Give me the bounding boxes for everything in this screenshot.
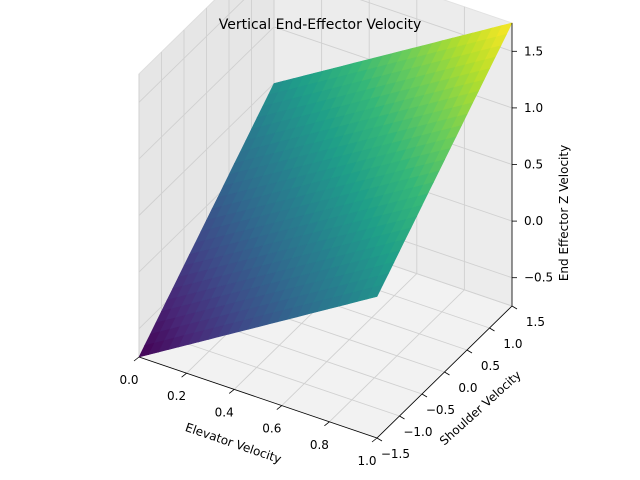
- surface-layer: [138, 22, 513, 358]
- x-tick-label: 1.0: [357, 454, 376, 468]
- x-tick-mark: [276, 405, 283, 410]
- x-tick-mark: [133, 356, 140, 362]
- y-gridline-floor: [161, 334, 400, 417]
- x-tick-mark: [181, 372, 187, 378]
- x-axis-line: [138, 356, 378, 439]
- y-tick-mark: [376, 437, 383, 442]
- z-gridline-left: [138, 0, 245, 103]
- x-tick-label: 0.4: [215, 405, 234, 419]
- z-tick-label: −0.5: [524, 271, 553, 285]
- z-axis-label: End Effector Z Velocity: [557, 145, 571, 281]
- y-tick-label: 1.5: [526, 315, 545, 329]
- z-tick-label: 0.5: [524, 158, 543, 172]
- y-tick-label: 1.0: [503, 337, 522, 351]
- chart-title: Vertical End-Effector Velocity: [219, 17, 422, 33]
- x-tick-label: 0.6: [262, 422, 281, 436]
- y-tick-mark: [444, 371, 450, 376]
- z-tick-label: 1.5: [524, 44, 543, 58]
- y-tick-label: −1.0: [403, 425, 432, 439]
- z-tick-label: 0.0: [524, 214, 543, 228]
- x-tick-mark: [324, 421, 330, 427]
- surface-patch: [366, 284, 384, 300]
- y-tick-label: 0.5: [481, 359, 500, 373]
- z-gridline-left: [138, 26, 275, 160]
- y-tick-mark: [421, 393, 428, 398]
- x-tick-label: 0.8: [310, 438, 329, 452]
- tick-layer: 0.00.20.40.60.81.0 −1.5−1.0−0.50.00.51.01…: [119, 44, 553, 468]
- y-tick-label: 0.0: [458, 381, 477, 395]
- y-tick-label: −0.5: [426, 403, 455, 417]
- x-tick-label: 0.0: [119, 373, 138, 387]
- y-tick-label: −1.5: [381, 447, 410, 461]
- x-tick-mark: [228, 389, 235, 394]
- y-tick-mark: [466, 349, 473, 354]
- y-tick-mark: [399, 415, 405, 420]
- x-tick-label: 0.2: [167, 389, 186, 403]
- y-tick-mark: [511, 305, 518, 310]
- x-tick-mark: [371, 437, 378, 443]
- z-gridline-left: [138, 83, 275, 216]
- z-tick-label: 1.0: [524, 101, 543, 115]
- y-tick-mark: [489, 327, 495, 332]
